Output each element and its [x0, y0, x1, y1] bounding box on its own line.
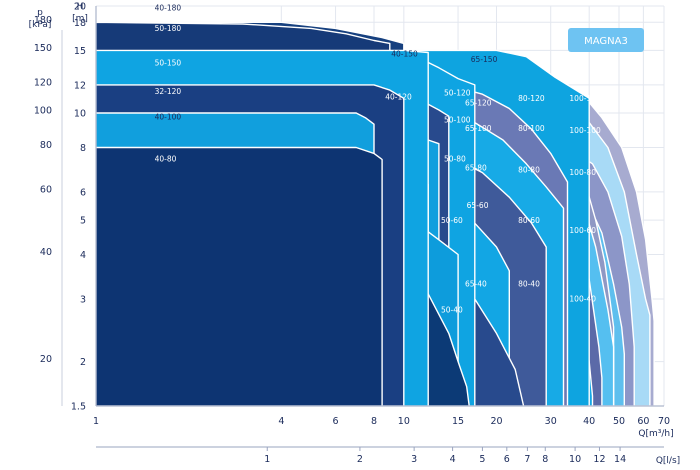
flow-ls-tick-label: 3	[411, 454, 417, 465]
flow-ls-tick-label: 2	[357, 454, 363, 465]
zone-label: 40-150	[391, 50, 418, 59]
zone-label: 50-150	[155, 59, 182, 68]
zone-label: 65-120	[465, 99, 492, 108]
pressure-tick-label: 120	[34, 77, 52, 88]
badge-label: MAGNA3	[584, 36, 628, 47]
zone-label: 65-40	[465, 280, 487, 289]
pressure-tick-label: 180	[34, 15, 52, 26]
pressure-tick-label: 60	[40, 184, 52, 195]
flow-ls-tick-label: 7	[524, 454, 530, 465]
axes: p [kPa] H [m] Q[m³/h] Q[l/s] 1.5 2 3 4 5 6 8 10…	[29, 2, 681, 467]
head-tick-label: 8	[80, 143, 86, 154]
flow-m3h-tick-label: 50	[613, 416, 625, 427]
flow-m3h-tick-label: 4	[278, 416, 284, 427]
flow-m3h-tick-label: 60	[637, 416, 649, 427]
zone-label: 65-150	[471, 55, 498, 64]
flow-ls-tick-label: 14	[614, 454, 626, 465]
zone-label: 50-40	[441, 305, 463, 314]
pressure-tick-label: 150	[34, 43, 52, 54]
zone-label: 100-40	[569, 295, 596, 304]
zone-label: 50-100	[444, 116, 471, 125]
flow-m3h-tick-label: 70	[658, 416, 670, 427]
pressure-tick-label: 20	[40, 354, 52, 365]
flow-ls-tick-label: 5	[479, 454, 485, 465]
flow-m3h-tick-label: 20	[490, 416, 502, 427]
head-tick-label: 12	[74, 80, 86, 91]
magna3-badge: MAGNA3	[568, 28, 644, 52]
zone-label: 100-80	[569, 168, 596, 177]
flow-m3h-tick-label: 1	[93, 416, 99, 427]
pressure-axis-label: p	[37, 8, 43, 18]
zone-label: 100-100	[569, 126, 601, 135]
flow-m3h-tick-label: 30	[545, 416, 557, 427]
flow-m3h-axis-label: Q[m³/h]	[638, 429, 673, 439]
flow-m3h-tick-label: 40	[583, 416, 595, 427]
head-tick-label: 3	[80, 294, 86, 305]
zone-label: 80-100	[518, 124, 545, 133]
head-tick-label: 6	[80, 187, 86, 198]
flow-ls-tick-label: 1	[264, 454, 270, 465]
zone-label: 32-120	[155, 87, 182, 96]
flow-m3h-tick-label: 15	[452, 416, 464, 427]
zone-label: 100-120	[569, 94, 601, 103]
flow-ls-tick-label: 10	[569, 454, 581, 465]
zone-label: 50-120	[444, 89, 471, 98]
head-tick-label: 15	[74, 46, 86, 57]
head-axis-unit: [m]	[72, 14, 88, 24]
head-tick-label: 4	[80, 250, 86, 261]
zone-label: 50-180	[155, 24, 182, 33]
zone-label: 40-120	[385, 93, 412, 102]
flow-ls-tick-label: 6	[504, 454, 510, 465]
flow-m3h-tick-label: 8	[371, 416, 377, 427]
zone-labels: 40-180 50-180 50-150 40-150 65-150 32-120 40-1…	[155, 4, 601, 315]
pressure-tick-label: 100	[34, 106, 52, 117]
zone-label: 40-100	[155, 112, 182, 121]
zone-label: 50-80	[444, 155, 466, 164]
head-axis-label: H	[77, 2, 84, 12]
flow-m3h-tick-label: 6	[333, 416, 339, 427]
flow-ls-tick-label: 4	[450, 454, 456, 465]
head-tick-label: 18	[74, 18, 86, 29]
zone-label: 50-60	[441, 216, 463, 225]
flow-ls-axis-label: Q[l/s]	[656, 456, 680, 466]
flow-ls-tick-label: 12	[593, 454, 605, 465]
zone-40-80	[95, 146, 383, 407]
head-tick-label: 20	[74, 2, 86, 13]
badge-background	[568, 28, 644, 52]
zone-label: 40-180	[155, 4, 182, 13]
zone-label: 65-60	[467, 201, 489, 210]
flow-m3h-tick-label: 10	[398, 416, 410, 427]
head-tick-label: 2	[80, 357, 86, 368]
flow-ls-tick-label: 8	[542, 454, 548, 465]
head-tick-label: 5	[80, 216, 86, 227]
zone-label: 65-80	[465, 163, 487, 172]
pressure-axis-unit: [kPa]	[29, 20, 52, 30]
zone-label: 100-60	[569, 226, 596, 235]
zone-label: 40-80	[155, 155, 177, 164]
pressure-tick-label: 40	[40, 247, 52, 258]
head-tick-label: 10	[74, 109, 86, 120]
zone-label: 80-120	[518, 94, 545, 103]
head-tick-label: 1.5	[71, 402, 86, 413]
pressure-tick-label: 80	[40, 140, 52, 151]
zone-label: 80-80	[518, 166, 540, 175]
zone-label: 80-40	[518, 280, 540, 289]
zone-label: 80-60	[518, 216, 540, 225]
zone-label: 65-100	[465, 124, 492, 133]
pump-zones	[95, 21, 655, 407]
